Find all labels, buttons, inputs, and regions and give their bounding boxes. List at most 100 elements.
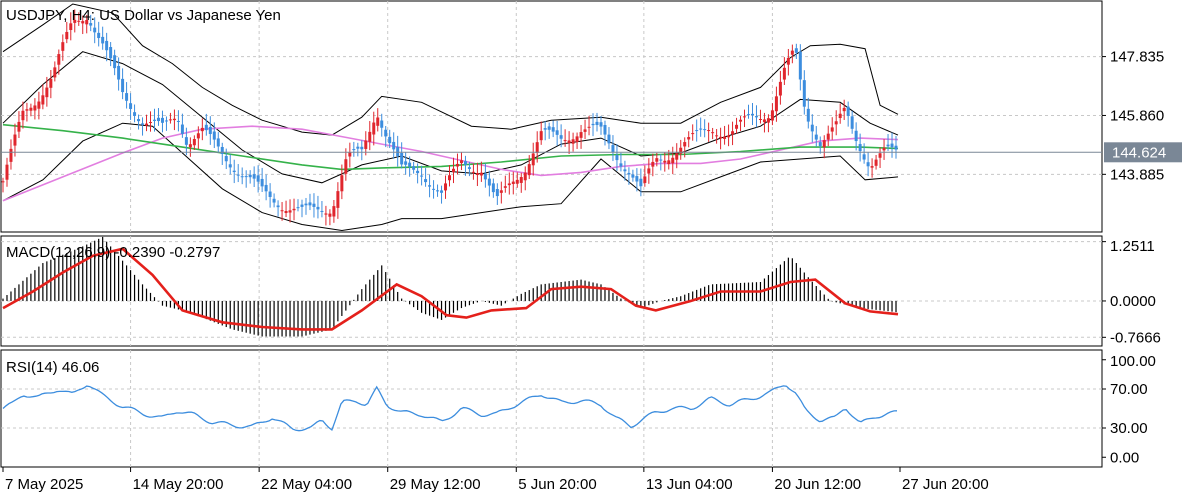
candle-body <box>25 109 29 111</box>
candle-body <box>854 130 858 142</box>
candle-body <box>567 140 571 144</box>
axis-tick-label: 143.885 <box>1110 166 1164 183</box>
rsi-series <box>2 385 898 432</box>
candle-body <box>364 140 368 149</box>
candles <box>1 9 898 226</box>
time-axis-label: 5 Jun 20:00 <box>518 476 596 493</box>
candle-body <box>428 185 432 187</box>
candle-body <box>515 179 519 184</box>
candle-body <box>176 120 180 122</box>
candle-body <box>188 144 192 148</box>
time-axis-label: 7 May 2025 <box>5 476 83 493</box>
candle-body <box>240 176 244 178</box>
candle-body <box>687 137 691 140</box>
candle-body <box>113 55 117 69</box>
macd-title: MACD(12,26,9) -0.2390 -0.2797 <box>6 244 220 261</box>
candle-body <box>758 118 762 120</box>
candle-body <box>599 122 603 127</box>
candle-body <box>782 67 786 80</box>
candle-body <box>455 163 459 167</box>
candle-body <box>392 141 396 150</box>
candle-body <box>794 48 798 53</box>
candle-body <box>495 189 499 197</box>
candle-body <box>778 81 782 96</box>
candle-body <box>184 137 188 145</box>
axis-tick-label: 30.00 <box>1110 420 1148 437</box>
candle-body <box>236 174 240 176</box>
candle-body <box>220 146 224 154</box>
candle-body <box>400 152 404 165</box>
candle-body <box>356 146 360 149</box>
candle-body <box>479 172 483 176</box>
candle-body <box>747 114 751 116</box>
rsi-panel[interactable]: 100.00 70.00 30.00 0.00 RSI(14) 46.06 <box>0 349 1156 468</box>
candle-body <box>535 142 539 153</box>
candle-body <box>750 113 754 116</box>
candle-body <box>380 120 384 128</box>
candle-body <box>272 198 276 203</box>
candle-body <box>9 148 13 162</box>
macd-panel[interactable]: 1.2511 0.0000 -0.7666 MACD(12,26,9) -0.239… <box>0 235 1161 347</box>
candle-body <box>615 155 619 161</box>
candle-body <box>308 202 312 206</box>
candle-body <box>328 213 332 217</box>
candle-body <box>727 135 731 138</box>
candle-body <box>276 205 280 208</box>
candle-body <box>444 183 448 191</box>
candle-body <box>172 118 176 121</box>
candle-body <box>723 136 727 139</box>
candle-body <box>451 168 455 173</box>
candle-body <box>531 153 535 166</box>
candle-body <box>619 163 623 167</box>
bollinger-lower-line <box>2 122 899 232</box>
candle-body <box>440 190 444 193</box>
time-axis-label: 14 May 20:00 <box>133 476 224 493</box>
price-axis: 147.835 145.860 143.885 <box>1102 49 1164 183</box>
candle-body <box>830 127 834 132</box>
price-panel[interactable]: 147.835 145.860 143.885 144.624 USDJPY, H4… <box>0 0 1182 233</box>
candle-body <box>324 213 328 215</box>
candle-body <box>260 178 264 187</box>
price-series <box>1 3 899 232</box>
current-price-label: 144.624 <box>1112 144 1166 161</box>
candle-body <box>503 186 507 188</box>
candle-body <box>850 116 854 129</box>
candle-body <box>424 179 428 183</box>
candle-body <box>667 160 671 165</box>
candle-body <box>882 147 886 151</box>
candle-body <box>463 161 467 165</box>
candle-body <box>703 129 707 131</box>
candle-body <box>396 146 400 157</box>
candle-body <box>208 126 212 135</box>
candle-body <box>204 124 208 131</box>
candle-body <box>348 152 352 157</box>
candle-body <box>336 191 340 208</box>
candle-body <box>862 154 866 160</box>
candle-body <box>739 119 743 122</box>
candle-body <box>743 116 747 118</box>
candle-body <box>448 175 452 181</box>
axis-tick-label: 70.00 <box>1110 381 1148 398</box>
candle-body <box>790 50 794 55</box>
candle-body <box>384 129 388 137</box>
candle-body <box>129 103 133 109</box>
candle-body <box>611 145 615 153</box>
candle-body <box>711 132 715 134</box>
candle-body <box>340 175 344 192</box>
candle-body <box>798 51 802 80</box>
candle-body <box>152 119 156 121</box>
candle-body <box>352 149 356 151</box>
candle-body <box>691 133 695 135</box>
candle-body <box>296 207 300 209</box>
candle-body <box>41 95 45 105</box>
macd-axis: 1.2511 0.0000 -0.7666 <box>1102 238 1161 346</box>
candle-body <box>292 208 296 211</box>
rsi-title: RSI(14) 46.06 <box>6 359 99 376</box>
rsi-line <box>2 385 898 432</box>
candle-body <box>894 145 898 150</box>
candle-body <box>719 136 723 139</box>
candle-body <box>101 36 105 44</box>
candle-body <box>228 164 232 168</box>
candle-body <box>105 40 109 51</box>
